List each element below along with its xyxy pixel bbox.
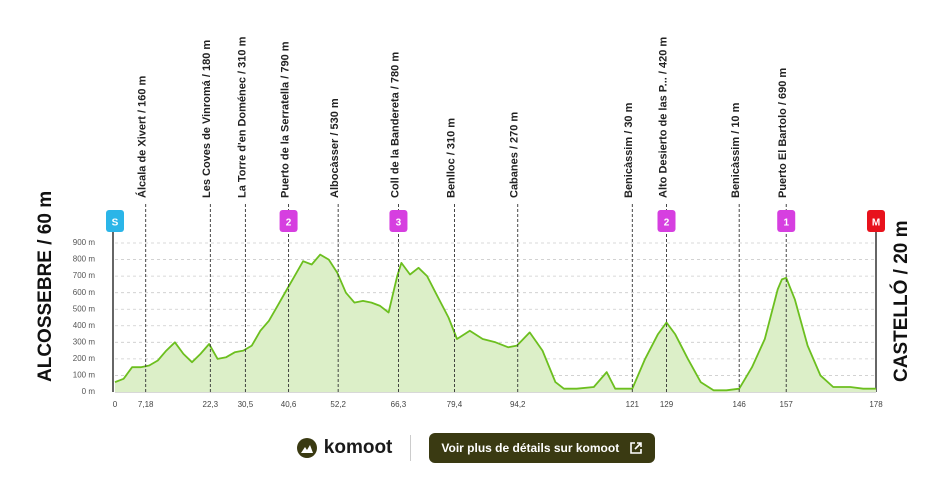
x-tick-label: 40,6: [281, 400, 297, 409]
button-label: Voir plus de détails sur komoot: [441, 441, 620, 455]
badge-label: 1: [783, 218, 789, 229]
details-button[interactable]: Voir plus de détails sur komoot: [429, 433, 656, 463]
waypoint-label: Benicàssim / 30 m: [623, 102, 635, 198]
x-tick-label: 52,2: [330, 400, 346, 409]
chart: 0 m 100 m 200 m 300 m 400 m 500 m 600 m 700 m 80…: [35, 36, 912, 409]
y-tick-label: 0 m: [82, 387, 96, 396]
x-tick-label: 0: [113, 400, 118, 409]
y-tick-label: 500 m: [73, 304, 96, 313]
waypoint-label: La Torre d'en Doménec / 310 m: [236, 36, 248, 198]
y-tick-label: 800 m: [73, 255, 96, 264]
climb-badge: [657, 210, 676, 232]
waypoint-label: Alto Desierto de las P... / 420 m: [657, 37, 669, 198]
logo[interactable]: komoot: [296, 437, 393, 459]
footer: komoot Voir plus de détails sur komoot: [0, 425, 952, 471]
waypoint-label: Álcala de Xivert / 160 m: [136, 75, 149, 198]
brand: komoot: [323, 437, 393, 458]
badge-label: 2: [664, 218, 670, 229]
waypoint-label: Puerto de la Serratella / 790 m: [279, 41, 291, 198]
waypoint-label: Benlloc / 310 m: [445, 118, 457, 198]
waypoint-label: Benicàssim / 10 m: [730, 102, 742, 198]
badge-label: 3: [396, 218, 402, 229]
waypoint-label: Les Coves de Vinromá / 180 m: [201, 40, 213, 198]
climb-badge: [777, 210, 796, 232]
x-tick-label: 157: [780, 400, 794, 409]
x-tick-label: 121: [626, 400, 640, 409]
elevation-area: [115, 254, 876, 392]
y-tick-label: 700 m: [73, 271, 96, 280]
x-tick-label: 66,3: [391, 400, 407, 409]
external-icon: [630, 442, 643, 454]
elevation-line: [114, 253, 876, 392]
y-tick-label: 600 m: [73, 288, 96, 297]
climb-badge: [106, 210, 124, 232]
y-tick-label: 900 m: [73, 238, 96, 247]
waypoint-label: Puerto El Bartolo / 690 m: [777, 68, 789, 198]
start-label: ALCOSSEBRE / 60 m: [35, 191, 56, 382]
x-tick-label: 30,5: [238, 400, 254, 409]
x-tick-label: 22,3: [203, 400, 219, 409]
x-tick-label: 129: [660, 400, 674, 409]
x-tick-label: 178: [869, 400, 883, 409]
x-tick-label: 79,4: [447, 400, 463, 409]
badge-label: M: [872, 218, 880, 229]
divider: [410, 435, 412, 461]
climb-badge: [867, 210, 885, 232]
y-tick-label: 200 m: [73, 354, 96, 363]
waypoint-label: Albocàsser / 530 m: [329, 98, 341, 198]
badge-label: S: [112, 218, 119, 229]
finish-label: CASTELLÓ / 20 m: [890, 220, 912, 382]
waypoint-label: Coll de la Bandereta / 780 m: [389, 52, 401, 198]
climb-badge: [389, 210, 408, 232]
y-tick-label: 300 m: [73, 337, 96, 346]
waypoint-label: Cabanes / 270 m: [509, 112, 521, 198]
climb-badge: [279, 210, 298, 232]
y-tick-label: 100 m: [73, 371, 96, 380]
x-tick-label: 7,18: [138, 400, 154, 409]
x-tick-label: 94,2: [510, 400, 526, 409]
y-tick-label: 400 m: [73, 321, 96, 330]
badge-label: 2: [286, 218, 292, 229]
x-tick-label: 146: [733, 400, 747, 409]
logo-icon: [296, 438, 317, 458]
